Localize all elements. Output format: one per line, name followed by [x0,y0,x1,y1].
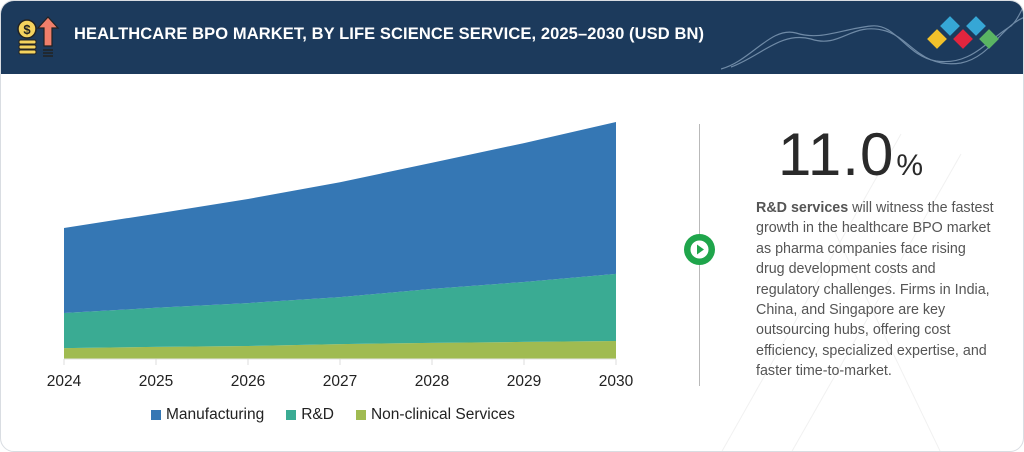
insight-bold-lead: R&D services [756,200,849,216]
legend-swatch-manufacturing [151,410,161,420]
background-decoration [721,133,962,451]
brand-diamonds-logo [927,16,999,49]
legend-item-rnd: R&D [286,406,334,424]
play-button[interactable] [684,234,715,265]
legend-item-nonclinical: Non-clinical Services [355,406,515,424]
x-tick-label: 2025 [138,373,174,390]
x-tick-label: 2029 [506,373,542,390]
legend-label-rnd: R&D [301,406,334,423]
chart-legend: Manufacturing R&D Non-clinical Services [151,406,515,424]
legend-label-manufacturing: Manufacturing [166,406,265,423]
cagr-value: 11.0% [778,120,924,189]
cagr-percent-sign: % [896,149,925,182]
insight-body: will witness the fastest growth in the h… [756,200,994,380]
area-non-clinical-services [64,340,616,359]
x-tick-label: 2027 [322,373,358,390]
stacked-area-chart [63,122,617,365]
money-growth-icon: $ [17,16,60,57]
area-manufacturing [64,122,616,314]
cagr-number: 11.0 [778,121,895,188]
x-tick-label: 2030 [598,373,634,390]
chart-title: HEALTHCARE BPO MARKET, BY LIFE SCIENCE S… [74,25,705,43]
legend-swatch-rnd [286,410,297,420]
legend-swatch-nonclinical [355,410,366,420]
x-tick-label: 2028 [414,373,450,390]
svg-text:$: $ [23,22,31,37]
header-bar: $ HEALTHCARE BPO MARKET, BY LIFE SCIENCE… [1,1,1023,74]
area-r-d [64,273,616,349]
legend-label-nonclinical: Non-clinical Services [370,406,515,423]
x-tick-label: 2024 [46,373,82,390]
legend-item-manufacturing: Manufacturing [151,406,264,424]
insight-text: R&D services will witness the fastest gr… [756,198,996,382]
x-tick-label: 2026 [230,373,266,390]
play-icon [690,240,709,259]
decorative-wave [721,6,1023,70]
